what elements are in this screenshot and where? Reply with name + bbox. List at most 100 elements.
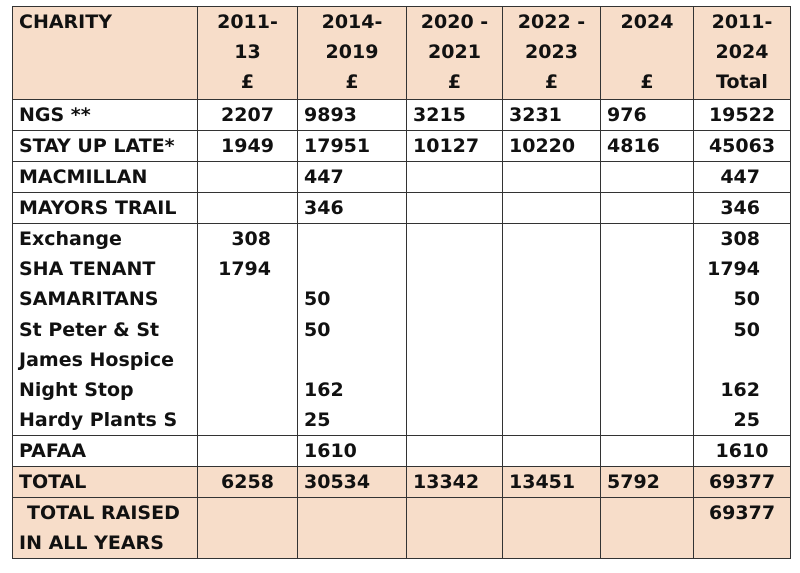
cell: [600, 497, 694, 560]
cell: 50: [304, 288, 331, 311]
cell: 25: [733, 409, 760, 432]
group-name: Exchange: [19, 228, 122, 250]
cell: [297, 497, 407, 560]
cell: [406, 161, 503, 193]
cell: [406, 192, 503, 224]
row-mayors-trail: MAYORS TRAIL 346 346: [12, 192, 791, 224]
cell: 447: [297, 161, 407, 193]
group-name: Night Stop: [19, 378, 134, 401]
cell: 1610: [297, 435, 407, 468]
label-line: IN ALL YEARS: [19, 532, 164, 555]
cell: [197, 192, 298, 224]
cell: 447: [693, 161, 791, 193]
cell: [502, 161, 601, 193]
row-label: MACMILLAN: [12, 161, 198, 193]
cell: [406, 497, 503, 560]
cell: [502, 435, 601, 468]
cell: [204, 405, 271, 435]
charity-table: CHARITY 2011- 13 £ 2014- 2019 £ 2020 -2021 £ …: [12, 6, 791, 560]
row-group-small-charities: Exchange SHA TENANT SAMARITANS St Peter …: [12, 222, 791, 437]
header-2020-2021: 2020 -2021 £: [406, 6, 503, 100]
cell: 1794: [218, 258, 271, 281]
header-2014-2019: 2014- 2019 £: [297, 6, 407, 100]
cell: 1949: [197, 130, 298, 162]
row-label: PAFAA: [12, 435, 198, 468]
cell: [502, 192, 601, 224]
cell: [197, 497, 298, 560]
group-name: SHA TENANT: [19, 258, 156, 281]
cell: [502, 497, 601, 560]
cell: [600, 435, 694, 468]
cell: [600, 161, 694, 193]
cell: [304, 225, 400, 255]
row-stay-up-late: STAY UP LATE* 1949 17951 10127 10220 481…: [12, 130, 791, 162]
row-label: STAY UP LATE*: [12, 130, 198, 162]
cell: 13342: [406, 466, 503, 499]
group-2020-2021: [406, 222, 503, 437]
header-charity: CHARITY: [12, 6, 198, 100]
group-2024: [600, 222, 694, 437]
cell: 13451: [502, 466, 601, 499]
header-total: 2011- 2024 Total: [693, 6, 791, 100]
group-name: SAMARITANS: [19, 288, 159, 311]
group-name: St Peter & St: [19, 318, 160, 341]
cell: 25: [304, 409, 331, 432]
group-name: James Hospice: [19, 348, 175, 371]
cell: 19522: [693, 99, 791, 131]
cell: 50: [304, 318, 331, 341]
row-ngs: NGS ** 2207 9893 3215 3231 976 19522: [12, 99, 791, 131]
cell: 69377: [693, 466, 791, 499]
row-macmillan: MACMILLAN 447 447: [12, 161, 791, 193]
cell: 976: [600, 99, 694, 131]
cell: 17951: [297, 130, 407, 162]
cell: [204, 375, 271, 405]
group-total: 308 1794 50 50 162 25: [693, 222, 791, 437]
cell: [304, 345, 400, 375]
group-2011-13: 308 1794: [197, 222, 298, 437]
cell: [600, 192, 694, 224]
cell: 3231: [502, 99, 601, 131]
cell: 346: [297, 192, 407, 224]
cell: 10127: [406, 130, 503, 162]
cell: 50: [733, 288, 760, 311]
group-2022-2023: [502, 222, 601, 437]
cell: 346: [693, 192, 791, 224]
cell: 162: [304, 378, 344, 401]
cell: 69377: [693, 497, 791, 560]
row-label: TOTAL: [12, 466, 198, 499]
cell: 308: [231, 228, 271, 250]
group-names: Exchange SHA TENANT SAMARITANS St Peter …: [12, 222, 198, 437]
cell: 2207: [197, 99, 298, 131]
row-label: TOTAL RAISED IN ALL YEARS: [12, 497, 198, 560]
header-row: CHARITY 2011- 13 £ 2014- 2019 £ 2020 -2021 £ …: [12, 6, 791, 100]
cell: [204, 284, 271, 314]
row-total: TOTAL 6258 30534 13342 13451 5792 69377: [12, 466, 791, 499]
cell: [197, 161, 298, 193]
cell: 50: [733, 318, 760, 341]
row-pafaa: PAFAA 1610 1610: [12, 435, 791, 468]
cell: [204, 315, 271, 345]
cell: 9893: [297, 99, 407, 131]
cell: 5792: [600, 466, 694, 499]
cell: 1794: [707, 258, 760, 281]
header-2024: 2024 £: [600, 6, 694, 100]
label-line: TOTAL RAISED: [27, 502, 180, 525]
cell: [406, 435, 503, 468]
row-total-raised: TOTAL RAISED IN ALL YEARS 69377: [12, 497, 791, 560]
cell: 1610: [693, 435, 791, 468]
group-2014-2019: 50 50 162 25: [297, 222, 407, 437]
cell: 10220: [502, 130, 601, 162]
cell: [197, 435, 298, 468]
group-name: Hardy Plants S: [19, 409, 178, 432]
cell: 4816: [600, 130, 694, 162]
cell: 3215: [406, 99, 503, 131]
cell: 30534: [297, 466, 407, 499]
cell: 162: [720, 378, 760, 401]
cell: [304, 254, 400, 284]
cell: [204, 345, 271, 375]
row-label: MAYORS TRAIL: [12, 192, 198, 224]
header-2022-2023: 2022 -2023 £: [502, 6, 601, 100]
cell: [700, 345, 760, 375]
cell: 308: [720, 228, 760, 250]
header-2011-13: 2011- 13 £: [197, 6, 298, 100]
